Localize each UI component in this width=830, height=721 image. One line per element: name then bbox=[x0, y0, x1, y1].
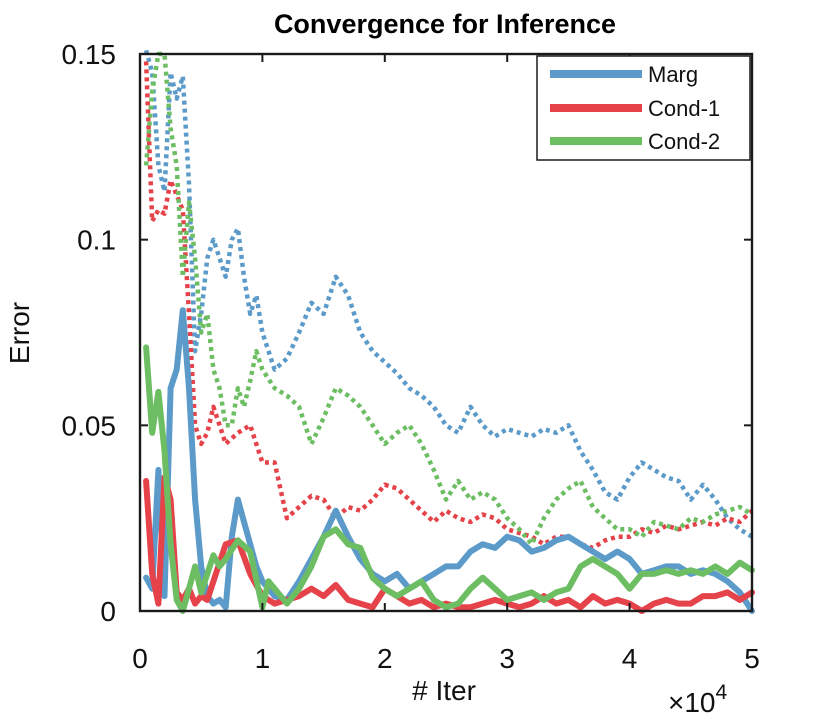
x-tick-label: 0 bbox=[132, 643, 148, 674]
x-tick-label: 1 bbox=[255, 643, 271, 674]
x-multiplier-exponent: 4 bbox=[716, 681, 728, 704]
x-tick-label: 4 bbox=[622, 643, 638, 674]
x-tick-label: 5 bbox=[744, 643, 760, 674]
legend: Marg Cond-1 Cond-2 bbox=[536, 55, 751, 161]
x-tick-label: 3 bbox=[499, 643, 515, 674]
x-multiplier-base: ×10 bbox=[668, 687, 716, 718]
series-line-cond-1 bbox=[143, 474, 755, 614]
series-line-marg-dotted bbox=[143, 49, 754, 539]
x-multiplier: ×104 bbox=[668, 681, 728, 718]
chart-title: Convergence for Inference bbox=[274, 9, 616, 39]
y-axis-label: Error bbox=[4, 302, 35, 364]
series-line-cond-2-dotted bbox=[143, 51, 754, 547]
legend-label-cond-2: Cond-2 bbox=[648, 129, 720, 154]
y-tick-label: 0.05 bbox=[62, 410, 117, 441]
series-line-cond-2 bbox=[143, 344, 755, 614]
tick-layer: 0 1 2 3 4 5 0 0.05 0.1 0.15 bbox=[62, 39, 760, 674]
y-tick-label: 0.15 bbox=[62, 39, 117, 70]
series-layer bbox=[143, 49, 755, 614]
plot-frame bbox=[138, 52, 754, 613]
y-tick-label: 0.1 bbox=[77, 225, 116, 256]
x-tick-label: 2 bbox=[377, 643, 393, 674]
legend-label-marg: Marg bbox=[648, 62, 698, 87]
legend-label-cond-1: Cond-1 bbox=[648, 96, 720, 121]
x-axis-label: # Iter bbox=[412, 675, 476, 706]
y-tick-label: 0 bbox=[100, 596, 116, 627]
